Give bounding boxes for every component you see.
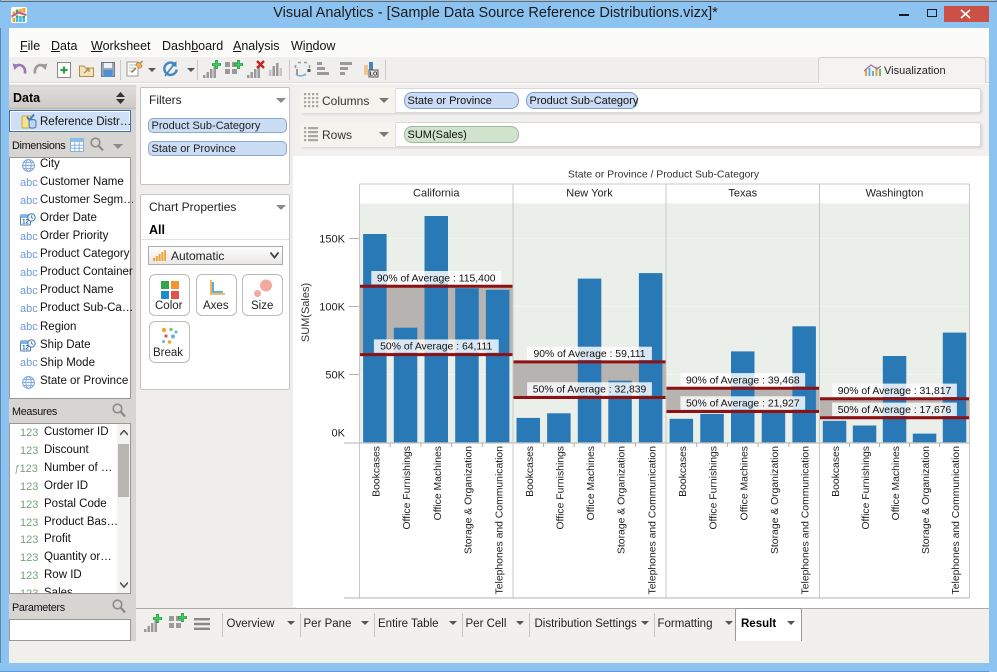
svg-text:90% of Average : 115,400: 90% of Average : 115,400 — [377, 273, 496, 284]
svg-text:Office Furnishings: Office Furnishings — [556, 446, 567, 530]
svg-text:LO: LO — [370, 72, 378, 78]
svg-text:Office Furnishings: Office Furnishings — [709, 446, 720, 530]
svg-text:Storage & Organization: Storage & Organization — [617, 446, 628, 554]
svg-text:90% of Average : 39,468: 90% of Average : 39,468 — [686, 375, 800, 386]
svg-text:Bookcases: Bookcases — [678, 446, 689, 497]
svg-text:Washington: Washington — [866, 188, 924, 200]
svg-text:Storage & Organization: Storage & Organization — [921, 446, 932, 554]
svg-text:State or Province / Product Su: State or Province / Product Sub-Category — [568, 169, 760, 180]
svg-text:Office Machines: Office Machines — [739, 446, 750, 520]
svg-text:90% of Average : 31,817: 90% of Average : 31,817 — [838, 386, 952, 397]
svg-text:Storage & Organization: Storage & Organization — [770, 446, 781, 554]
svg-text:150K: 150K — [319, 233, 345, 245]
svg-text:Office Furnishings: Office Furnishings — [402, 446, 413, 530]
svg-text:SUM(Sales): SUM(Sales) — [300, 283, 312, 342]
svg-text:New York: New York — [566, 188, 613, 200]
svg-text:Telephones and Communication: Telephones and Communication — [647, 446, 658, 595]
svg-text:50% of Average : 32,839: 50% of Average : 32,839 — [533, 385, 647, 396]
svg-text:12: 12 — [22, 346, 29, 352]
svg-text:50K: 50K — [325, 369, 345, 381]
svg-text:50% of Average : 64,111: 50% of Average : 64,111 — [380, 342, 492, 353]
svg-text:50% of Average : 21,927: 50% of Average : 21,927 — [686, 399, 800, 410]
svg-text:Bookcases: Bookcases — [372, 446, 383, 497]
svg-text:50% of Average : 17,676: 50% of Average : 17,676 — [838, 405, 952, 416]
svg-text:Office Machines: Office Machines — [891, 446, 902, 520]
svg-text:Bookcases: Bookcases — [525, 446, 536, 497]
svg-text:Office Machines: Office Machines — [586, 446, 597, 520]
svg-text:California: California — [413, 188, 460, 200]
svg-text:Telephones and Communication: Telephones and Communication — [494, 446, 505, 595]
svg-text:Office Furnishings: Office Furnishings — [861, 446, 872, 530]
svg-text:Storage & Organization: Storage & Organization — [464, 446, 475, 554]
svg-text:Texas: Texas — [728, 188, 757, 200]
svg-text:Telephones and Communication: Telephones and Communication — [801, 446, 812, 595]
svg-text:Bookcases: Bookcases — [831, 446, 842, 497]
svg-text:0K: 0K — [332, 427, 346, 439]
svg-text:Telephones and Communication: Telephones and Communication — [951, 446, 962, 595]
svg-text:100K: 100K — [319, 301, 345, 313]
svg-text:12: 12 — [22, 219, 29, 225]
svg-text:Office Machines: Office Machines — [433, 446, 444, 520]
svg-text:90% of Average : 59,111: 90% of Average : 59,111 — [533, 349, 645, 360]
